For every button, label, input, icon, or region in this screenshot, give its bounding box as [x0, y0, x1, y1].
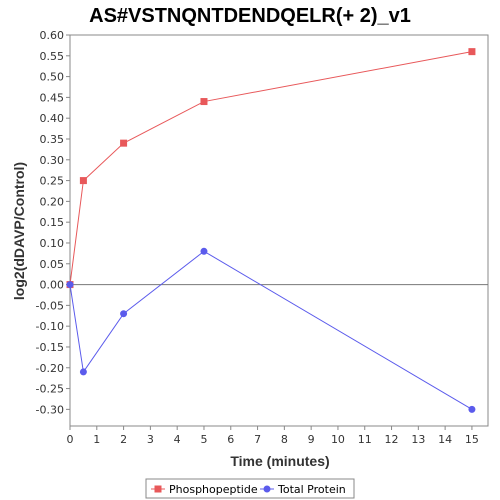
- x-tick-label: 0: [67, 433, 74, 446]
- x-tick-label: 15: [465, 433, 479, 446]
- legend-phosphopeptide-label: Phosphopeptide: [169, 483, 258, 496]
- phosphopeptide-point: [79, 177, 87, 185]
- y-tick-label: 0.30: [40, 154, 65, 167]
- x-tick-label: 9: [308, 433, 315, 446]
- y-tick-label: 0.25: [40, 175, 65, 188]
- phosphopeptide-point: [468, 48, 476, 56]
- total-protein-point: [468, 405, 476, 413]
- series-layer: [66, 48, 476, 413]
- legend: Phosphopeptide Total Protein: [145, 478, 355, 499]
- legend-total-protein-marker: [263, 485, 271, 493]
- y-tick-label: 0.05: [40, 258, 65, 271]
- plot-frame: [69, 34, 489, 427]
- y-tick-label: 0.55: [40, 50, 65, 63]
- y-tick-label: 0.50: [40, 71, 65, 84]
- x-tick-label: 8: [281, 433, 288, 446]
- total-protein-point: [120, 310, 128, 318]
- chart-title: AS#VSTNQNTDENDQELR(+ 2)_v1: [89, 5, 411, 27]
- x-tick-label: 7: [254, 433, 261, 446]
- plot-area: [69, 34, 489, 427]
- legend-frame: [145, 478, 355, 499]
- legend-total-protein-label: Total Protein: [277, 483, 346, 496]
- legend-phosphopeptide-marker: [154, 485, 162, 493]
- x-tick-label: 1: [93, 433, 100, 446]
- y-tick-label: 0.10: [40, 237, 65, 250]
- x-tick-label: 10: [331, 433, 345, 446]
- x-tick-label: 6: [227, 433, 234, 446]
- x-tick-label: 2: [120, 433, 127, 446]
- y-tick-label: 0.60: [40, 29, 65, 42]
- y-axis: 0.60 0.55 0.50 0.45 0.40 0.35 0.30 0.25 0.20 0.15…: [36, 29, 70, 416]
- y-tick-label: 0.40: [40, 112, 65, 125]
- x-tick-label: 14: [438, 433, 452, 446]
- total-protein-point: [200, 247, 208, 255]
- x-tick-label: 4: [174, 433, 181, 446]
- x-axis-label: Time (minutes): [230, 453, 329, 469]
- x-tick-label: 13: [411, 433, 425, 446]
- phosphopeptide-point: [200, 98, 208, 106]
- x-tick-label: 11: [358, 433, 372, 446]
- y-tick-label: -0.20: [36, 362, 64, 375]
- y-tick-label: -0.25: [36, 383, 64, 396]
- x-tick-label: 5: [200, 433, 207, 446]
- x-axis: 0 1 2 3 4 5 6 7 8 9 10 11 12 13 14 15: [67, 426, 479, 446]
- y-tick-label: 0.20: [40, 195, 65, 208]
- total-protein-point: [79, 368, 87, 376]
- y-tick-label: -0.05: [36, 299, 64, 312]
- y-tick-label: 0.35: [40, 133, 65, 146]
- y-tick-label: 0.45: [40, 91, 65, 104]
- y-tick-label: 0.00: [40, 279, 65, 292]
- y-tick-label: -0.30: [36, 403, 64, 416]
- y-tick-label: -0.15: [36, 341, 64, 354]
- y-axis-label: log2(dDAVP/Control): [11, 162, 27, 300]
- phosphopeptide-point: [120, 139, 128, 147]
- y-tick-label: 0.15: [40, 216, 65, 229]
- total-protein-point: [66, 281, 74, 289]
- x-tick-label: 3: [147, 433, 154, 446]
- y-tick-label: -0.10: [36, 320, 64, 333]
- x-tick-label: 12: [385, 433, 399, 446]
